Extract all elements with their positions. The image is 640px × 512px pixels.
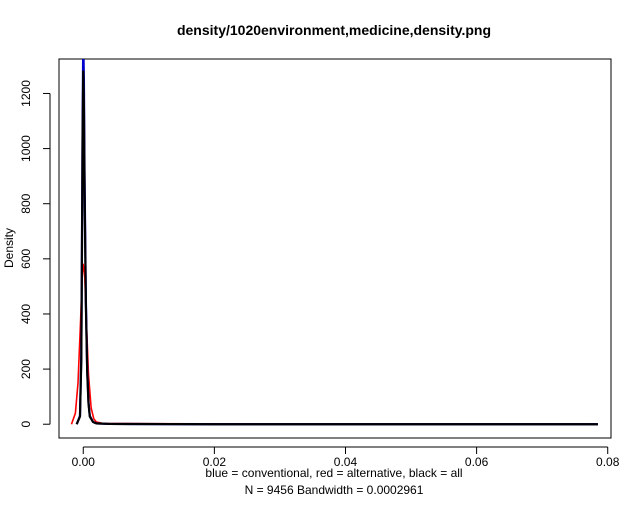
x-tick-label: 0.00 <box>72 455 96 469</box>
series-layer <box>70 59 598 426</box>
y-tick-label: 600 <box>19 249 33 269</box>
series-line-2 <box>75 70 598 426</box>
y-tick-label: 1200 <box>19 80 33 107</box>
y-tick-label: 200 <box>19 359 33 379</box>
x-axis: 0.00 0.02 0.04 0.06 0.08 <box>72 446 620 469</box>
y-tick-label: 0 <box>19 421 33 428</box>
y-tick-label: 1000 <box>19 135 33 162</box>
y-axis: 0 200 400 600 800 1000 1200 <box>19 80 51 428</box>
x-tick-label: 0.04 <box>334 455 358 469</box>
x-axis-label-line1: blue = conventional, red = alternative, … <box>205 466 462 480</box>
y-axis-label: Density <box>2 228 16 268</box>
chart-title: density/1020environment,medicine,density… <box>177 22 491 38</box>
y-tick-label: 400 <box>19 304 33 324</box>
series-line-1 <box>75 59 598 426</box>
x-axis-label-line2: N = 9456 Bandwidth = 0.0002961 <box>245 483 424 497</box>
x-tick-label: 0.08 <box>596 455 620 469</box>
plot-frame <box>58 58 612 439</box>
series-line-0 <box>70 263 598 426</box>
x-tick-label: 0.02 <box>203 455 227 469</box>
y-tick-label: 800 <box>19 193 33 213</box>
x-tick-label: 0.06 <box>465 455 489 469</box>
